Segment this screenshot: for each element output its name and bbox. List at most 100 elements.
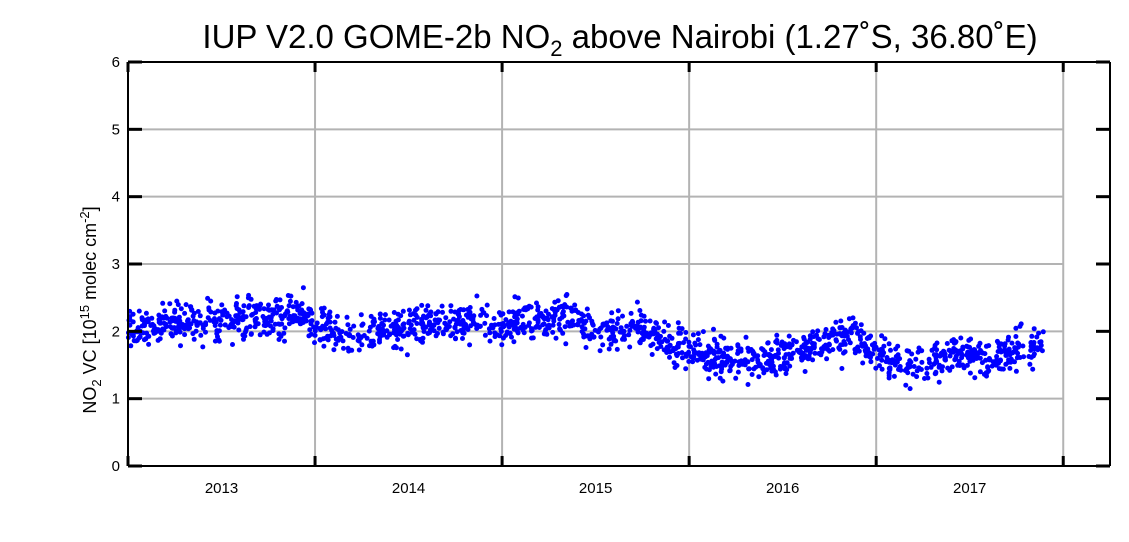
data-point: [377, 311, 383, 317]
data-point: [321, 343, 327, 349]
data-point: [772, 354, 778, 359]
data-point: [1028, 354, 1034, 360]
data-point: [869, 342, 875, 348]
data-point: [649, 352, 655, 357]
data-point: [377, 337, 382, 343]
data-point: [585, 312, 591, 318]
data-point: [178, 343, 183, 349]
data-point: [615, 308, 621, 314]
data-point: [206, 307, 212, 313]
data-point: [902, 368, 908, 373]
data-point: [203, 329, 208, 335]
y-axis-label: NO2 VC [1015 molec cm-2]: [77, 206, 104, 413]
data-point: [803, 347, 809, 353]
data-point: [855, 346, 861, 352]
data-point: [597, 348, 603, 354]
data-point: [654, 320, 659, 326]
x-tick-label-4: 2017: [953, 480, 986, 497]
data-point: [1020, 343, 1026, 349]
data-point: [695, 337, 701, 343]
data-point: [850, 323, 856, 329]
data-point: [994, 354, 1000, 359]
data-point: [331, 330, 336, 336]
data-point: [886, 357, 892, 363]
data-point: [618, 325, 624, 331]
data-point: [656, 325, 661, 331]
data-point: [151, 328, 157, 334]
data-point: [774, 337, 780, 343]
data-point: [224, 314, 230, 320]
data-point: [654, 334, 660, 340]
data-point: [193, 328, 199, 334]
data-point: [216, 328, 222, 334]
data-point: [686, 339, 692, 345]
data-point: [584, 306, 590, 312]
data-point: [640, 329, 646, 334]
data-point: [386, 317, 392, 323]
data-point: [826, 335, 832, 340]
data-point: [276, 321, 281, 327]
data-point: [819, 346, 824, 352]
data-point: [463, 312, 469, 318]
data-point: [581, 320, 587, 326]
data-point: [786, 341, 792, 347]
data-point: [718, 369, 724, 375]
data-point: [927, 360, 932, 366]
data-point: [172, 307, 178, 313]
data-point: [667, 349, 673, 355]
data-point: [243, 327, 249, 333]
data-point: [755, 357, 761, 363]
data-point: [241, 336, 246, 342]
data-point: [400, 308, 406, 314]
data-point: [282, 311, 288, 317]
data-point: [807, 350, 813, 356]
data-point: [191, 318, 197, 324]
data-point: [503, 317, 509, 323]
data-point: [675, 320, 681, 326]
data-point: [756, 374, 762, 380]
y-tick-label-2: 2: [112, 323, 120, 340]
data-point: [723, 359, 729, 365]
data-point: [696, 350, 702, 356]
data-point: [1017, 323, 1023, 329]
data-point: [480, 310, 486, 316]
data-point: [953, 353, 959, 359]
data-point: [672, 365, 678, 370]
data-point: [182, 326, 188, 332]
data-point: [745, 382, 751, 387]
data-point: [358, 312, 364, 318]
data-point: [440, 331, 446, 337]
data-point: [560, 309, 566, 314]
data-point: [958, 335, 964, 341]
data-point: [713, 371, 719, 377]
data-point: [149, 315, 155, 321]
data-point: [711, 351, 717, 356]
data-point: [1040, 329, 1046, 335]
data-point: [963, 352, 969, 358]
data-point: [821, 334, 827, 340]
data-point: [323, 321, 329, 327]
data-point: [1005, 337, 1011, 343]
data-point: [301, 310, 307, 316]
data-point: [683, 366, 689, 372]
data-point: [637, 308, 643, 313]
data-point: [482, 320, 488, 326]
data-point: [261, 306, 267, 312]
data-point: [382, 312, 388, 318]
data-point: [198, 332, 204, 338]
data-point: [880, 352, 885, 358]
data-point: [351, 323, 357, 329]
data-point: [643, 318, 648, 324]
data-point: [961, 365, 967, 371]
data-point: [371, 316, 377, 322]
data-point: [420, 339, 425, 345]
data-point: [1013, 325, 1019, 331]
data-point: [601, 321, 607, 327]
data-point: [297, 317, 302, 323]
data-point: [830, 329, 836, 335]
data-point: [130, 331, 136, 337]
data-point: [133, 338, 139, 344]
data-point: [841, 350, 846, 356]
data-point: [156, 312, 162, 318]
data-point: [967, 355, 973, 361]
